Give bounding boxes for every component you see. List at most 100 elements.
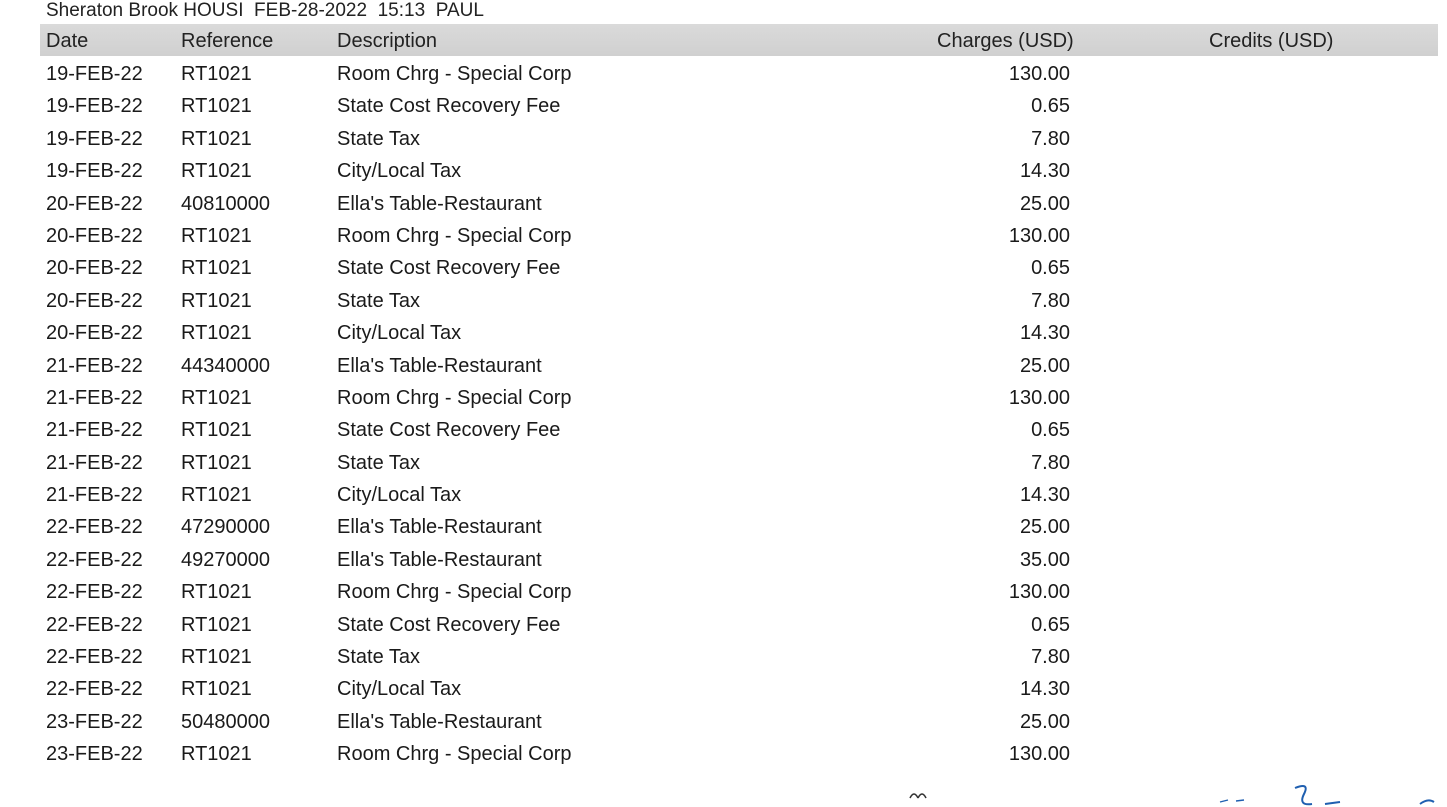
row-reference: RT1021 (181, 257, 252, 280)
row-reference: RT1021 (181, 386, 252, 409)
row-date: 21-FEB-22 (46, 419, 143, 442)
row-reference: RT1021 (181, 95, 252, 118)
row-description: Ella's Table-Restaurant (337, 548, 542, 571)
row-description: Room Chrg - Special Corp (337, 386, 572, 409)
row-reference: RT1021 (181, 743, 252, 766)
row-description: State Cost Recovery Fee (337, 95, 561, 118)
row-charges: 7.80 (1031, 127, 1070, 150)
row-date: 23-FEB-22 (46, 710, 143, 733)
signature-stroke-mid (1219, 799, 1245, 803)
table-row: 21-FEB-22 RT1021 State Cost Recovery Fee… (0, 414, 1447, 446)
row-date: 22-FEB-22 (46, 646, 143, 669)
row-charges: 14.30 (1019, 678, 1070, 701)
column-header-credits: Credits (USD) (1209, 30, 1334, 52)
row-reference: RT1021 (181, 484, 252, 507)
row-reference: RT1021 (181, 63, 252, 85)
row-reference: RT1021 (181, 451, 252, 474)
row-date: 21-FEB-22 (46, 354, 143, 377)
table-row: 23-FEB-22 50480000 Ella's Table-Restaura… (0, 706, 1447, 738)
table-row: 21-FEB-22 RT1021 Room Chrg - Special Cor… (0, 382, 1447, 414)
row-description: State Tax (337, 451, 421, 474)
row-date: 20-FEB-22 (46, 257, 143, 280)
row-description: Room Chrg - Special Corp (337, 743, 572, 766)
table-row: 21-FEB-22 RT1021 State Tax 7.80 (0, 447, 1447, 479)
row-charges: 7.80 (1031, 646, 1070, 669)
row-reference: RT1021 (181, 289, 252, 312)
row-charges: 35.00 (1019, 548, 1070, 571)
row-charges: 130.00 (1008, 581, 1070, 604)
row-date: 19-FEB-22 (46, 63, 143, 85)
signature-mark (909, 785, 1435, 806)
row-charges: 25.00 (1019, 710, 1070, 733)
row-date: 22-FEB-22 (46, 613, 143, 636)
row-charges: 14.30 (1019, 160, 1070, 183)
row-description: City/Local Tax (337, 678, 462, 701)
row-description: Ella's Table-Restaurant (337, 710, 542, 733)
row-charges: 130.00 (1008, 743, 1070, 766)
row-reference: 49270000 (181, 548, 270, 571)
row-reference: RT1021 (181, 678, 252, 701)
table-row: 22-FEB-22 49270000 Ella's Table-Restaura… (0, 544, 1447, 576)
row-description: State Tax (337, 289, 421, 312)
row-date: 22-FEB-22 (46, 581, 143, 604)
table-row: 20-FEB-22 RT1021 Room Chrg - Special Cor… (0, 220, 1447, 252)
row-description: State Cost Recovery Fee (337, 257, 561, 280)
row-date: 23-FEB-22 (46, 743, 143, 766)
row-description: State Tax (337, 646, 421, 669)
table-row: 22-FEB-22 RT1021 State Tax 7.80 (0, 641, 1447, 673)
row-description: Ella's Table-Restaurant (337, 354, 542, 377)
row-date: 22-FEB-22 (46, 548, 143, 571)
row-date: 20-FEB-22 (46, 192, 143, 215)
row-description: State Cost Recovery Fee (337, 419, 561, 442)
table-row: 20-FEB-22 RT1021 State Tax 7.80 (0, 285, 1447, 317)
row-date: 21-FEB-22 (46, 484, 143, 507)
row-date: 20-FEB-22 (46, 224, 143, 247)
row-charges: 0.65 (1031, 257, 1070, 280)
row-reference: RT1021 (181, 646, 252, 669)
row-reference: 44340000 (181, 354, 270, 377)
column-header-charges: Charges (USD) (937, 30, 1074, 52)
row-date: 21-FEB-22 (46, 451, 143, 474)
row-date: 22-FEB-22 (46, 678, 143, 701)
row-charges: 25.00 (1019, 192, 1070, 215)
table-row: 21-FEB-22 RT1021 City/Local Tax 14.30 (0, 479, 1447, 511)
row-description: City/Local Tax (337, 322, 462, 345)
row-description: State Tax (337, 127, 421, 150)
row-description: City/Local Tax (337, 160, 462, 183)
table-row: 23-FEB-22 RT1021 Room Chrg - Special Cor… (0, 738, 1447, 770)
signature-stroke-right (1294, 785, 1435, 806)
row-date: 19-FEB-22 (46, 95, 143, 118)
row-charges: 7.80 (1031, 451, 1070, 474)
table-row: 22-FEB-22 RT1021 City/Local Tax 14.30 (0, 673, 1447, 705)
row-description: Room Chrg - Special Corp (337, 63, 572, 85)
row-charges: 25.00 (1019, 354, 1070, 377)
column-header-reference: Reference (181, 30, 274, 52)
row-reference: RT1021 (181, 322, 252, 345)
row-charges: 14.30 (1019, 484, 1070, 507)
row-date: 21-FEB-22 (46, 386, 143, 409)
table-row: 22-FEB-22 RT1021 Room Chrg - Special Cor… (0, 576, 1447, 608)
table-row: 19-FEB-22 RT1021 State Tax 7.80 (0, 123, 1447, 155)
table-row: 20-FEB-22 40810000 Ella's Table-Restaura… (0, 188, 1447, 220)
row-date: 20-FEB-22 (46, 322, 143, 345)
row-charges: 130.00 (1008, 63, 1070, 85)
row-charges: 0.65 (1031, 419, 1070, 442)
folio-header-line: Sheraton Brook HOUSI FEB-28-2022 15:13 P… (46, 0, 484, 21)
column-header-description: Description (337, 30, 438, 52)
table-row: 22-FEB-22 47290000 Ella's Table-Restaura… (0, 511, 1447, 543)
row-charges: 7.80 (1031, 289, 1070, 312)
row-description: State Cost Recovery Fee (337, 613, 561, 636)
row-charges: 0.65 (1031, 95, 1070, 118)
row-description: Room Chrg - Special Corp (337, 224, 572, 247)
table-row: 19-FEB-22 RT1021 Room Chrg - Special Cor… (0, 58, 1447, 90)
row-charges: 130.00 (1008, 224, 1070, 247)
row-reference: RT1021 (181, 419, 252, 442)
row-reference: RT1021 (181, 581, 252, 604)
table-row: 21-FEB-22 44340000 Ella's Table-Restaura… (0, 350, 1447, 382)
table-row: 19-FEB-22 RT1021 State Cost Recovery Fee… (0, 90, 1447, 122)
row-reference: 40810000 (181, 192, 270, 215)
row-reference: 50480000 (181, 710, 270, 733)
row-date: 19-FEB-22 (46, 127, 143, 150)
signature-stroke-left (909, 793, 927, 799)
row-charges: 0.65 (1031, 613, 1070, 636)
